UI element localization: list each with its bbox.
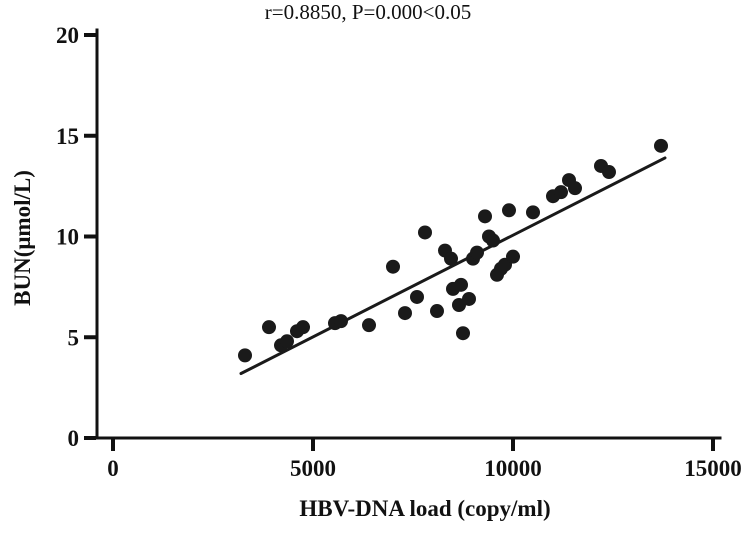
y-tick-label: 15 <box>56 124 79 149</box>
data-point <box>568 181 582 196</box>
data-point <box>386 259 400 274</box>
x-tick-label: 10000 <box>484 456 542 481</box>
tick-labels: 0 5000 10000 15000 0 5 10 15 20 <box>56 23 742 481</box>
data-points <box>238 138 668 363</box>
axes <box>95 28 722 440</box>
data-point <box>654 138 668 153</box>
data-point <box>418 225 432 240</box>
data-point <box>262 320 276 335</box>
tick-marks <box>84 33 715 451</box>
x-tick-label: 15000 <box>684 456 742 481</box>
data-point <box>362 318 376 333</box>
y-tick-label: 5 <box>68 325 80 350</box>
data-point <box>334 314 348 329</box>
data-point <box>462 291 476 306</box>
y-axis-label: BUN(μmol/L) <box>10 170 35 306</box>
data-point <box>296 320 310 335</box>
trend-line <box>239 156 667 376</box>
data-point <box>410 289 424 304</box>
data-point <box>238 348 252 363</box>
x-tick-label: 5000 <box>290 456 336 481</box>
data-point <box>478 209 492 224</box>
data-point <box>398 306 412 321</box>
data-point <box>554 185 568 200</box>
data-point <box>502 203 516 218</box>
y-tick-label: 20 <box>56 23 79 48</box>
chart-title: r=0.8850, P=0.000<0.05 <box>265 0 471 24</box>
data-point <box>506 249 520 264</box>
x-tick-label: 0 <box>107 456 119 481</box>
data-point <box>454 277 468 292</box>
data-point <box>444 251 458 266</box>
x-axis-label: HBV-DNA load (copy/ml) <box>299 496 550 521</box>
y-tick-label: 10 <box>56 225 79 250</box>
data-point <box>280 334 294 349</box>
data-point <box>430 304 444 319</box>
data-point <box>602 165 616 180</box>
data-point <box>486 233 500 248</box>
data-point <box>456 326 470 341</box>
y-tick-label: 0 <box>68 426 80 451</box>
data-point <box>470 245 484 260</box>
data-point <box>526 205 540 220</box>
